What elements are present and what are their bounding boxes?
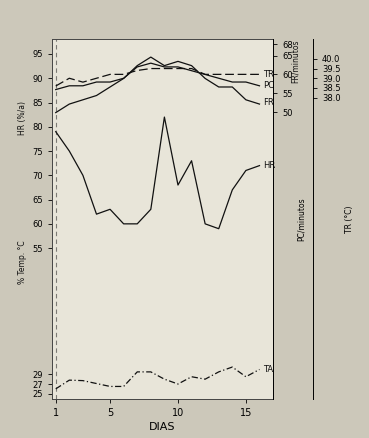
Text: TR: TR [263,70,274,79]
Text: FR/minutos: FR/minutos [291,39,300,83]
Text: FR: FR [263,98,274,107]
Text: TA: TA [263,365,273,374]
X-axis label: DIAS: DIAS [149,422,176,432]
Text: PC: PC [263,81,274,90]
Text: HR: HR [263,161,275,170]
Y-axis label: PC/minutos: PC/minutos [297,197,306,241]
Text: % Temp. °C: % Temp. °C [18,240,27,284]
Y-axis label: TR (°C): TR (°C) [345,205,354,233]
Text: HR (%/a): HR (%/a) [18,102,27,135]
